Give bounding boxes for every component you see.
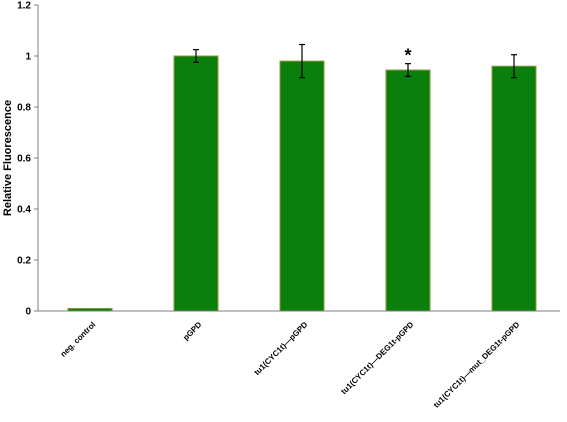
bar — [279, 60, 325, 312]
bar — [491, 65, 537, 312]
y-tick-label: 0.6 — [17, 154, 31, 165]
x-tick-label: tu1(CYC1t)—DEG1t-pGPD — [339, 320, 415, 396]
error-bars — [193, 43, 517, 79]
y-axis: 0 0.2 0.4 0.6 0.8 1 1.2 — [17, 1, 39, 318]
bar — [173, 55, 219, 312]
x-tick-label: tu1(CYC1t)—pGPD — [252, 320, 309, 377]
y-tick-label: 0.4 — [17, 205, 31, 216]
y-tick-label: 0.2 — [17, 256, 31, 267]
y-tick-label: 0.8 — [17, 103, 31, 114]
bars — [67, 55, 537, 312]
annotations: * — [404, 46, 411, 66]
y-tick-label: 0 — [25, 307, 31, 318]
y-axis-title: Relative Fluorescence — [2, 100, 14, 216]
bar — [385, 69, 431, 312]
x-tick-label: neg. control — [59, 320, 98, 359]
x-tick-label: tu1(CYC1t)—mut_DEG1t-pGPD — [432, 320, 522, 410]
y-tick-label: 1.2 — [17, 1, 31, 12]
x-tick-label: pGPD — [181, 320, 203, 342]
y-tick-label: 1 — [25, 52, 31, 63]
x-axis: neg. control pGPD tu1(CYC1t)—pGPD tu1(CYC1t… — [38, 310, 560, 410]
significance-marker: * — [404, 46, 411, 66]
